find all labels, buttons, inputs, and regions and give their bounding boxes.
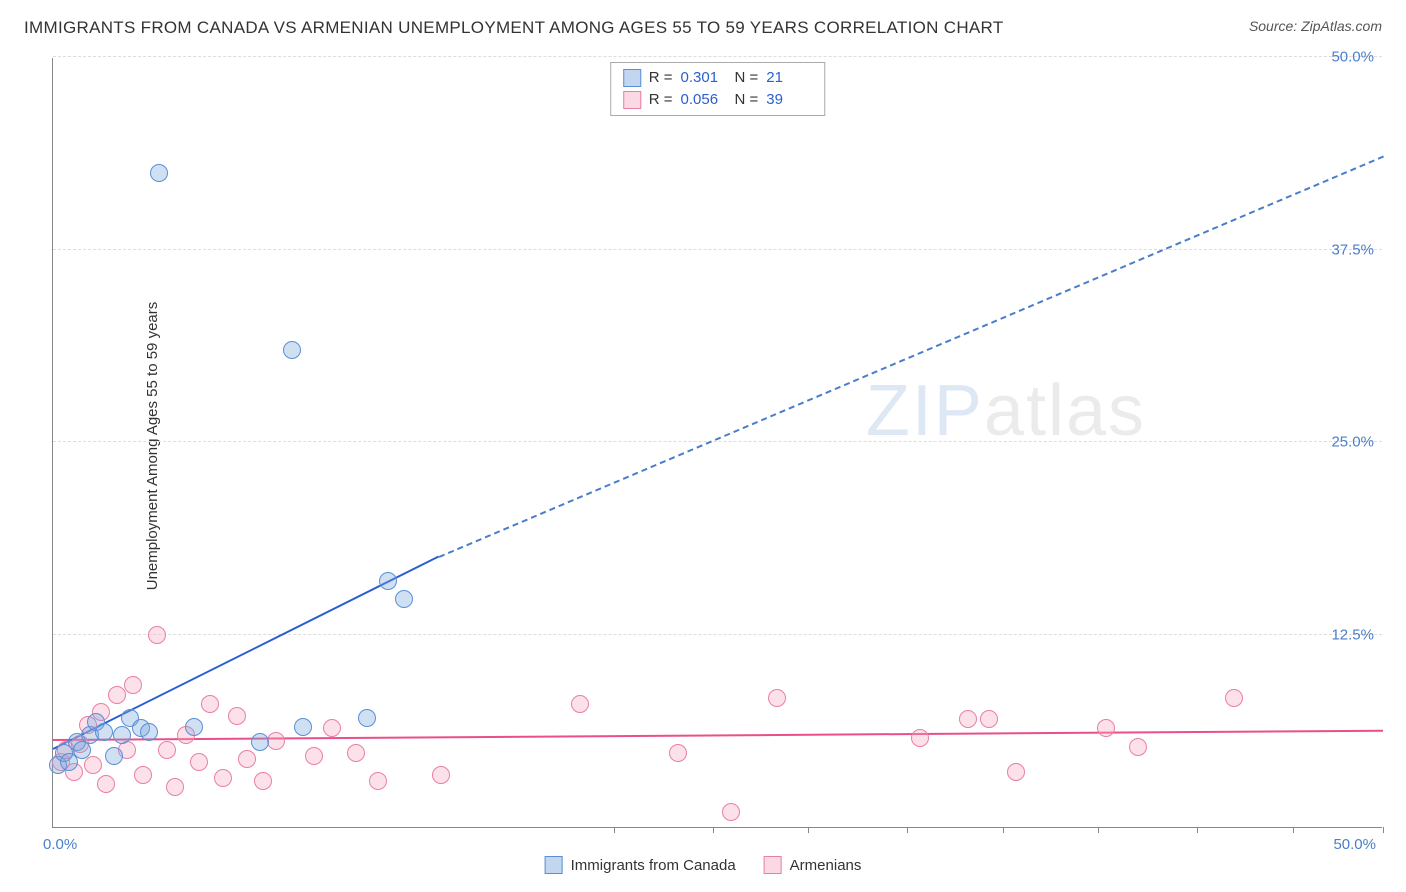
series-legend: Immigrants from Canada Armenians <box>545 856 862 874</box>
data-point-blue <box>283 341 301 359</box>
y-tick-label: 25.0% <box>1331 434 1374 451</box>
data-point-pink <box>1097 719 1115 737</box>
legend-swatch <box>623 69 641 87</box>
gridline <box>53 249 1382 250</box>
data-point-pink <box>190 753 208 771</box>
data-point-pink <box>768 689 786 707</box>
data-point-pink <box>305 747 323 765</box>
legend-r-key: R = <box>649 67 673 89</box>
data-point-blue <box>105 747 123 765</box>
legend-row: R = 0.056 N = 39 <box>623 89 813 111</box>
data-point-blue <box>358 709 376 727</box>
data-point-pink <box>124 676 142 694</box>
data-point-blue <box>395 590 413 608</box>
data-point-pink <box>166 778 184 796</box>
data-point-pink <box>1225 689 1243 707</box>
data-point-pink <box>238 750 256 768</box>
gridline <box>53 56 1382 57</box>
data-point-blue <box>73 741 91 759</box>
legend-item: Armenians <box>764 856 862 874</box>
gridline <box>53 441 1382 442</box>
legend-label: Immigrants from Canada <box>571 857 736 874</box>
legend-item: Immigrants from Canada <box>545 856 736 874</box>
y-tick-label: 37.5% <box>1331 241 1374 258</box>
data-point-pink <box>722 803 740 821</box>
chart-title: IMMIGRANTS FROM CANADA VS ARMENIAN UNEMP… <box>24 18 1004 38</box>
legend-row: R = 0.301 N = 21 <box>623 67 813 89</box>
legend-n-value: 39 <box>766 89 812 111</box>
data-point-pink <box>432 766 450 784</box>
y-tick-label: 50.0% <box>1331 49 1374 66</box>
x-tick <box>907 827 908 833</box>
data-point-blue <box>95 723 113 741</box>
source-attribution: Source: ZipAtlas.com <box>1249 18 1382 34</box>
data-point-pink <box>134 766 152 784</box>
plot-area: R = 0.301 N = 21 R = 0.056 N = 39 12.5% 25.0% 37.… <box>52 58 1382 828</box>
data-point-pink <box>228 707 246 725</box>
gridline <box>53 634 1382 635</box>
data-point-pink <box>214 769 232 787</box>
data-point-pink <box>911 729 929 747</box>
legend-n-key: N = <box>735 89 759 111</box>
x-tick <box>614 827 615 833</box>
data-point-pink <box>148 626 166 644</box>
legend-r-value: 0.056 <box>681 89 727 111</box>
data-point-pink <box>959 710 977 728</box>
x-tick <box>1197 827 1198 833</box>
data-point-pink <box>158 741 176 759</box>
data-point-blue <box>251 733 269 751</box>
legend-swatch <box>545 856 563 874</box>
data-point-pink <box>108 686 126 704</box>
data-point-pink <box>1129 738 1147 756</box>
data-point-blue <box>185 718 203 736</box>
data-point-pink <box>254 772 272 790</box>
x-tick <box>1383 827 1384 833</box>
x-tick <box>1293 827 1294 833</box>
data-point-blue <box>294 718 312 736</box>
x-tick <box>1003 827 1004 833</box>
data-point-pink <box>347 744 365 762</box>
data-point-pink <box>1007 763 1025 781</box>
data-point-blue <box>150 164 168 182</box>
data-point-pink <box>267 732 285 750</box>
data-point-blue <box>140 723 158 741</box>
legend-swatch <box>764 856 782 874</box>
correlation-legend: R = 0.301 N = 21 R = 0.056 N = 39 <box>610 62 826 116</box>
x-tick <box>1098 827 1099 833</box>
data-point-pink <box>84 756 102 774</box>
data-point-pink <box>97 775 115 793</box>
x-tick-label: 0.0% <box>43 836 77 853</box>
legend-label: Armenians <box>790 857 862 874</box>
legend-r-value: 0.301 <box>681 67 727 89</box>
legend-n-key: N = <box>735 67 759 89</box>
data-point-pink <box>369 772 387 790</box>
data-point-blue <box>379 572 397 590</box>
x-tick <box>713 827 714 833</box>
trend-line-blue-extrapolated <box>438 155 1383 557</box>
data-point-pink <box>201 695 219 713</box>
x-tick-label: 50.0% <box>1333 836 1376 853</box>
legend-swatch <box>623 91 641 109</box>
legend-n-value: 21 <box>766 67 812 89</box>
data-point-pink <box>571 695 589 713</box>
legend-r-key: R = <box>649 89 673 111</box>
data-point-pink <box>323 719 341 737</box>
data-point-pink <box>980 710 998 728</box>
y-tick-label: 12.5% <box>1331 626 1374 643</box>
x-tick <box>808 827 809 833</box>
data-point-blue <box>113 726 131 744</box>
data-point-pink <box>669 744 687 762</box>
